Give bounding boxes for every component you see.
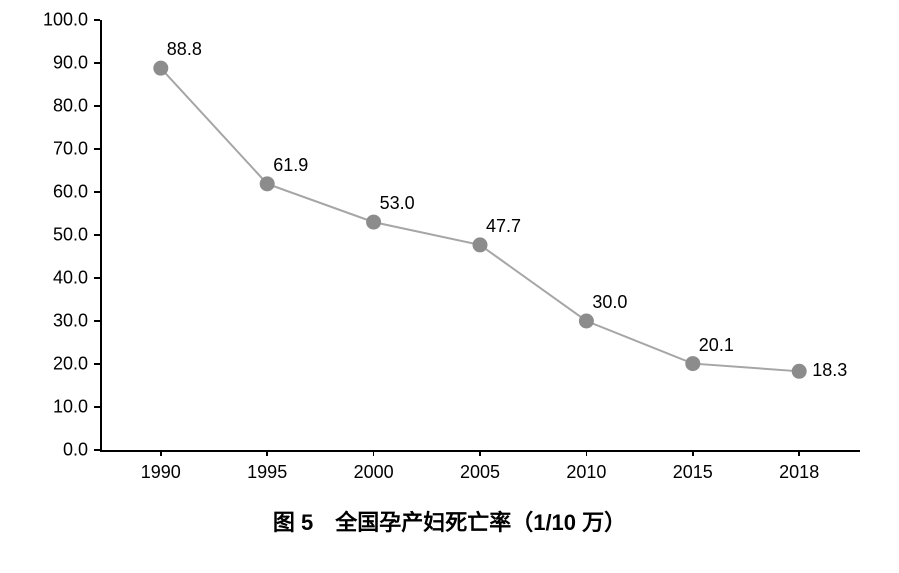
x-tick-label: 2015 bbox=[673, 462, 713, 483]
x-tick-label: 2018 bbox=[779, 462, 819, 483]
data-label: 61.9 bbox=[273, 155, 308, 176]
x-tick bbox=[160, 450, 162, 456]
data-marker bbox=[579, 314, 593, 328]
x-tick bbox=[479, 450, 481, 456]
y-tick-label: 90.0 bbox=[53, 53, 88, 74]
chart-container: 0.0 10.0 20.0 30.0 40.0 50.0 60.0 70.0 80.0 90.0 1… bbox=[0, 0, 899, 573]
x-tick-label: 2005 bbox=[460, 462, 500, 483]
data-marker bbox=[686, 357, 700, 371]
data-label: 53.0 bbox=[380, 193, 415, 214]
data-marker bbox=[473, 238, 487, 252]
data-marker bbox=[792, 364, 806, 378]
x-tick-label: 2010 bbox=[566, 462, 606, 483]
chart-caption: 图 5 全国孕产妇死亡率（1/10 万） bbox=[0, 505, 899, 537]
data-marker bbox=[154, 61, 168, 75]
data-label: 30.0 bbox=[592, 292, 627, 313]
x-tick-label: 1995 bbox=[247, 462, 287, 483]
y-tick-label: 100.0 bbox=[43, 10, 88, 31]
y-tick-label: 30.0 bbox=[53, 311, 88, 332]
y-tick-label: 70.0 bbox=[53, 139, 88, 160]
x-tick bbox=[798, 450, 800, 456]
x-tick-label: 2000 bbox=[354, 462, 394, 483]
series-svg bbox=[100, 20, 860, 450]
series-line bbox=[161, 68, 799, 371]
y-tick-label: 0.0 bbox=[63, 440, 88, 461]
plot-area: 0.010.020.030.040.050.060.070.080.090.01… bbox=[100, 20, 860, 450]
x-tick bbox=[373, 450, 375, 456]
y-tick-label: 50.0 bbox=[53, 225, 88, 246]
data-label: 47.7 bbox=[486, 216, 521, 237]
data-marker bbox=[367, 215, 381, 229]
data-marker bbox=[260, 177, 274, 191]
y-tick-label: 60.0 bbox=[53, 182, 88, 203]
x-tick bbox=[586, 450, 588, 456]
x-tick bbox=[692, 450, 694, 456]
data-label: 20.1 bbox=[699, 335, 734, 356]
y-tick-label: 10.0 bbox=[53, 397, 88, 418]
data-label: 88.8 bbox=[167, 39, 202, 60]
data-label: 18.3 bbox=[812, 360, 847, 381]
y-tick-label: 20.0 bbox=[53, 354, 88, 375]
y-tick-label: 40.0 bbox=[53, 268, 88, 289]
y-tick-label: 80.0 bbox=[53, 96, 88, 117]
x-tick-label: 1990 bbox=[141, 462, 181, 483]
x-tick bbox=[266, 450, 268, 456]
